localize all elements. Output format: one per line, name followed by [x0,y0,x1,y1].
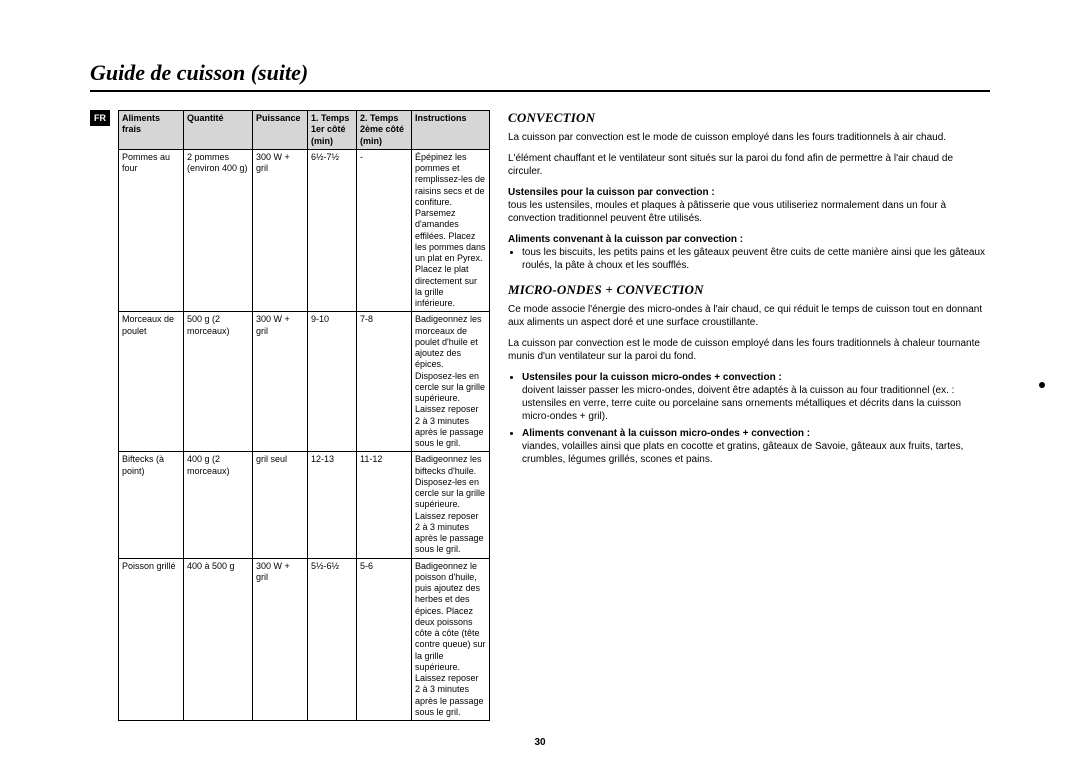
cell-temps2: 11-12 [357,452,412,558]
cell-temps1: 5½-6½ [308,558,357,721]
cell-puissance: 300 W + gril [253,558,308,721]
table-row: Morceaux de poulet 500 g (2 morceaux) 30… [119,312,490,452]
list-item: Aliments convenant à la cuisson micro-on… [522,427,990,466]
moc-intro-1: Ce mode associe l'énergie des micro-onde… [508,303,990,329]
cell-temps2: - [357,149,412,312]
convection-intro-1: La cuisson par convection est le mode de… [508,131,990,144]
cell-instructions: Badigeonnez le poisson d'huile, puis ajo… [412,558,490,721]
convection-foods-list: tous les biscuits, les petits pains et l… [508,246,990,272]
cell-temps1: 6½-7½ [308,149,357,312]
language-badge: FR [90,110,110,126]
page: Guide de cuisson (suite) FR Aliments fra… [0,0,1080,763]
moc-heading: Micro-ondes + Convection [508,282,990,299]
cell-aliments: Biftecks (à point) [119,452,184,558]
cell-temps2: 7-8 [357,312,412,452]
moc-foods-label: Aliments convenant à la cuisson micro-on… [522,428,810,439]
binder-dot-icon [1039,382,1045,388]
col-header-temps1: 1. Temps 1er côté (min) [308,111,357,150]
page-title: Guide de cuisson (suite) [90,60,990,92]
col-header-instructions: Instructions [412,111,490,150]
table-header-row: Aliments frais Quantité Puissance 1. Tem… [119,111,490,150]
cell-puissance: gril seul [253,452,308,558]
cell-instructions: Badigeonnez les biftecks d'huile. Dispos… [412,452,490,558]
table-row: Poisson grillé 400 à 500 g 300 W + gril … [119,558,490,721]
col-header-quantite: Quantité [184,111,253,150]
cell-quantite: 400 g (2 morceaux) [184,452,253,558]
moc-foods-body: viandes, volailles ainsi que plats en co… [522,441,963,465]
cell-puissance: 300 W + gril [253,149,308,312]
moc-utensils-label: Ustensiles pour la cuisson micro-ondes +… [522,372,782,383]
moc-list: Ustensiles pour la cuisson micro-ondes +… [508,371,990,466]
convection-foods-label: Aliments convenant à la cuisson par conv… [508,234,743,245]
cell-temps2: 5-6 [357,558,412,721]
list-item: tous les biscuits, les petits pains et l… [522,246,990,272]
cell-quantite: 2 pommes (environ 400 g) [184,149,253,312]
page-number: 30 [0,737,1080,748]
cell-quantite: 500 g (2 morceaux) [184,312,253,452]
convection-heading: Convection [508,110,990,127]
moc-utensils-body: doivent laisser passer les micro-ondes, … [522,385,961,422]
convection-utensils: Ustensiles pour la cuisson par convectio… [508,186,990,225]
col-header-aliments: Aliments frais [119,111,184,150]
convection-intro-2: L'élément chauffant et le ventilateur so… [508,152,990,178]
table-row: Pommes au four 2 pommes (environ 400 g) … [119,149,490,312]
cell-quantite: 400 à 500 g [184,558,253,721]
cell-puissance: 300 W + gril [253,312,308,452]
moc-intro-2: La cuisson par convection est le mode de… [508,337,990,363]
col-header-temps2: 2. Temps 2ème côté (min) [357,111,412,150]
cell-aliments: Morceaux de poulet [119,312,184,452]
convection-foods: Aliments convenant à la cuisson par conv… [508,233,990,272]
cooking-table: Aliments frais Quantité Puissance 1. Tem… [118,110,490,721]
right-column: Convection La cuisson par convection est… [508,110,990,721]
cell-temps1: 12-13 [308,452,357,558]
cell-aliments: Pommes au four [119,149,184,312]
convection-utensils-label: Ustensiles pour la cuisson par convectio… [508,187,715,198]
left-column: FR Aliments frais Quantité Puissance 1. … [90,110,490,721]
convection-utensils-body: tous les ustensiles, moules et plaques à… [508,200,946,224]
cell-temps1: 9-10 [308,312,357,452]
cell-aliments: Poisson grillé [119,558,184,721]
cell-instructions: Épépinez les pommes et remplissez-les de… [412,149,490,312]
table-row: Biftecks (à point) 400 g (2 morceaux) gr… [119,452,490,558]
cell-instructions: Badigeonnez les morceaux de poulet d'hui… [412,312,490,452]
col-header-puissance: Puissance [253,111,308,150]
list-item: Ustensiles pour la cuisson micro-ondes +… [522,371,990,423]
content-columns: FR Aliments frais Quantité Puissance 1. … [90,110,990,721]
